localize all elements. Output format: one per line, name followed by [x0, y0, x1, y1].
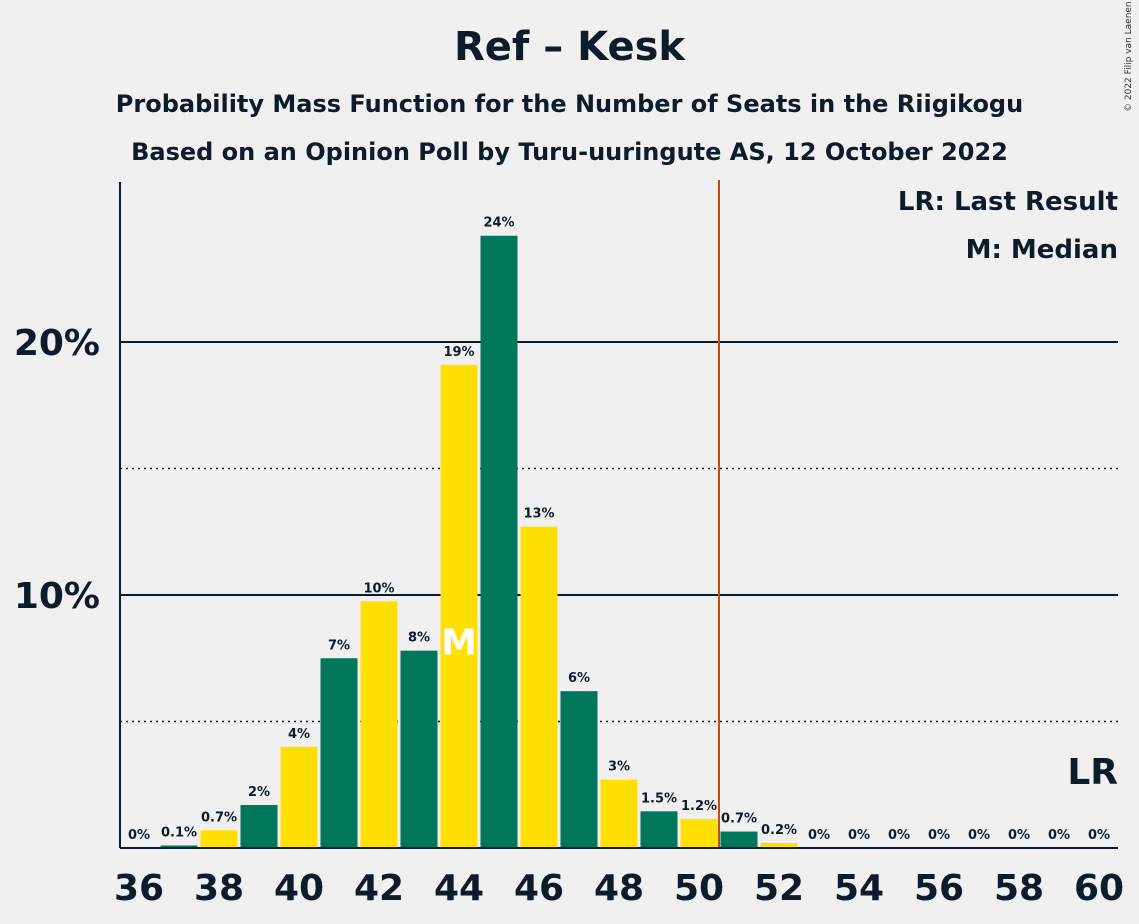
data-label-seat-39: 2% — [248, 785, 270, 800]
chart-subtitle: Probability Mass Function for the Number… — [115, 90, 1024, 118]
chart-title: Ref – Kesk — [453, 24, 685, 70]
x-tick-label: 40 — [274, 868, 324, 909]
data-label-seat-49: 1.5% — [641, 791, 677, 806]
x-tick-label: 54 — [834, 868, 884, 909]
data-label-seat-57: 0% — [968, 828, 990, 843]
x-tick-label: 36 — [114, 868, 164, 909]
bar-seat-42 — [360, 601, 398, 848]
x-tick-label: 46 — [514, 868, 564, 909]
x-tick-label: 52 — [754, 868, 804, 909]
data-label-seat-38: 0.7% — [201, 810, 237, 825]
data-label-seat-51: 0.7% — [721, 812, 757, 827]
data-label-seat-37: 0.1% — [161, 825, 197, 840]
y-tick-label: 20% — [14, 323, 100, 364]
bar-seat-47 — [560, 691, 598, 848]
data-label-seat-45: 24% — [483, 216, 514, 231]
chart-subtitle-2: Based on an Opinion Poll by Turu-uuringu… — [131, 138, 1008, 166]
data-label-seat-55: 0% — [888, 828, 910, 843]
bar-seat-48 — [600, 779, 638, 848]
data-label-seat-44: 19% — [443, 345, 474, 360]
x-tick-label: 58 — [994, 868, 1044, 909]
bar-seat-39 — [240, 804, 278, 848]
data-label-seat-36: 0% — [128, 828, 150, 843]
data-label-seat-50: 1.2% — [681, 799, 717, 814]
x-tick-label: 60 — [1074, 868, 1124, 909]
data-label-seat-47: 6% — [568, 671, 590, 686]
x-tick-label: 44 — [434, 868, 484, 909]
bar-seat-49 — [640, 811, 678, 848]
bar-seat-37 — [160, 845, 198, 848]
bar-seat-52 — [760, 842, 798, 848]
data-label-seat-53: 0% — [808, 828, 830, 843]
data-label-seat-42: 10% — [363, 581, 394, 596]
last-result-marker: LR — [1067, 752, 1118, 793]
bar-seat-38 — [200, 830, 238, 848]
bar-seat-43 — [400, 650, 438, 848]
data-label-seat-58: 0% — [1008, 828, 1030, 843]
data-label-seat-52: 0.2% — [761, 823, 797, 838]
x-tick-label: 50 — [674, 868, 724, 909]
data-label-seat-56: 0% — [928, 828, 950, 843]
bar-seat-44 — [440, 364, 478, 848]
bar-seat-51 — [720, 831, 758, 848]
bar-seat-45 — [480, 235, 518, 849]
data-label-seat-41: 7% — [328, 638, 350, 653]
median-marker: M — [441, 623, 477, 664]
x-tick-label: 38 — [194, 868, 244, 909]
bar-seat-40 — [280, 746, 318, 848]
data-label-seat-60: 0% — [1088, 828, 1110, 843]
data-label-seat-59: 0% — [1048, 828, 1070, 843]
y-tick-label: 10% — [14, 576, 100, 617]
data-label-seat-54: 0% — [848, 828, 870, 843]
data-label-seat-43: 8% — [408, 631, 430, 646]
x-tick-label: 42 — [354, 868, 404, 909]
data-label-seat-40: 4% — [288, 727, 310, 742]
data-label-seat-48: 3% — [608, 760, 630, 775]
bar-seat-50 — [680, 818, 718, 848]
legend-median: M: Median — [966, 235, 1118, 265]
x-tick-label: 48 — [594, 868, 644, 909]
legend-last-result: LR: Last Result — [898, 187, 1118, 217]
data-label-seat-46: 13% — [523, 507, 554, 522]
bar-seat-41 — [320, 658, 358, 848]
bar-seat-46 — [520, 526, 558, 848]
x-tick-label: 56 — [914, 868, 964, 909]
